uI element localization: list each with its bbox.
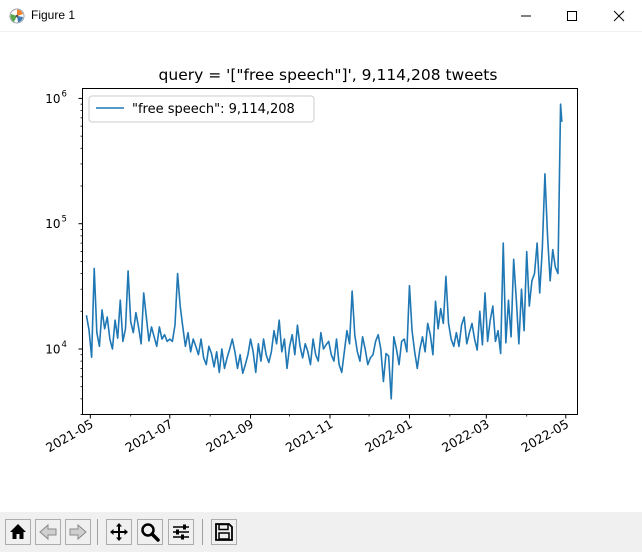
matplotlib-app-icon xyxy=(9,8,25,24)
x-tick-label: 2021-07 xyxy=(123,416,176,455)
zoom-icon xyxy=(141,523,160,542)
y-tick-exponent: 4 xyxy=(62,340,67,350)
legend: "free speech": 9,114,208 xyxy=(88,95,315,123)
y-tick-label: 10 xyxy=(45,342,60,356)
configure-subplots-button[interactable] xyxy=(168,519,194,545)
x-tick-label: 2021-11 xyxy=(283,416,336,455)
x-tick-label: 2021-05 xyxy=(43,416,96,455)
legend-box xyxy=(88,95,315,123)
y-tick-exponent: 6 xyxy=(62,89,67,99)
window-titlebar: Figure 1 xyxy=(0,0,642,32)
forward-icon xyxy=(69,523,87,541)
zoom-button[interactable] xyxy=(137,519,163,545)
back-button[interactable] xyxy=(35,519,61,545)
configure-subplots-icon xyxy=(173,524,189,540)
maximize-icon xyxy=(567,11,577,21)
minimize-icon xyxy=(521,15,531,17)
save-icon xyxy=(215,523,233,541)
toolbar-separator xyxy=(97,519,98,545)
toolbar-separator xyxy=(202,519,203,545)
figure-canvas[interactable]: query = '["free speech"]', 9,114,208 twe… xyxy=(0,31,642,512)
back-icon xyxy=(39,523,57,541)
y-tick-exponent: 5 xyxy=(62,215,67,225)
home-button[interactable] xyxy=(5,519,31,545)
pan-button[interactable] xyxy=(106,519,132,545)
y-tick-label: 10 xyxy=(45,217,60,231)
x-tick-label: 2021-09 xyxy=(203,416,256,455)
x-tick-label: 2022-03 xyxy=(439,416,492,455)
chart-title: query = '["free speech"]', 9,114,208 twe… xyxy=(159,66,498,84)
legend-label: "free speech": 9,114,208 xyxy=(132,102,295,117)
x-tick-label: 2022-01 xyxy=(362,416,415,455)
series-line-0 xyxy=(85,103,563,400)
close-button[interactable] xyxy=(596,0,642,31)
x-tick-label: 2022-05 xyxy=(519,416,572,455)
home-icon xyxy=(10,524,26,539)
forward-button[interactable] xyxy=(65,519,91,545)
pan-icon xyxy=(110,523,128,541)
navigation-toolbar xyxy=(0,512,642,552)
window-title: Figure 1 xyxy=(31,8,76,22)
close-icon xyxy=(613,10,625,22)
save-button[interactable] xyxy=(211,519,237,545)
maximize-button[interactable] xyxy=(549,0,595,31)
y-tick-label: 10 xyxy=(45,92,60,106)
minimize-button[interactable] xyxy=(503,0,549,31)
line-chart: query = '["free speech"]', 9,114,208 twe… xyxy=(43,66,578,455)
